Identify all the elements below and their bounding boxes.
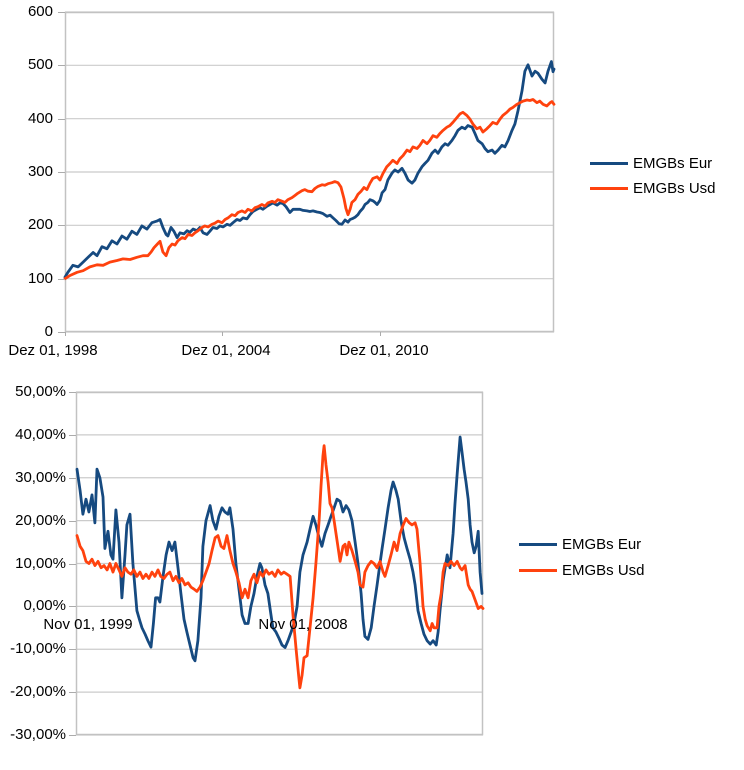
index-chart-legend: EMGBs Eur EMGBs Usd xyxy=(590,151,716,201)
usd-line-swatch-icon xyxy=(590,187,628,190)
y-axis-label: 50,00% xyxy=(15,383,66,400)
usd-series-line xyxy=(75,444,485,690)
y-axis-label: 600 xyxy=(27,3,53,20)
x-axis-label: Dez 01, 1998 xyxy=(8,342,98,359)
y-axis-label: 30,00% xyxy=(15,468,66,486)
rolling-returns-chart-legend: EMGBs Eur EMGBs Usd xyxy=(519,531,645,583)
y-axis-label: 500 xyxy=(27,56,53,74)
eur-series-line xyxy=(63,60,556,279)
y-axis-label: 40,00% xyxy=(15,425,66,443)
y-axis-label: 20,00% xyxy=(15,511,66,529)
legend-item-emgbs-usd: EMGBs Usd xyxy=(590,176,716,201)
y-axis-tick xyxy=(69,649,76,650)
y-axis-tick xyxy=(58,332,65,333)
y-axis-tick xyxy=(58,279,65,280)
y-axis-label: -10,00% xyxy=(10,640,66,658)
y-axis-tick xyxy=(58,12,65,13)
x-axis-label: Dez 01, 2004 xyxy=(181,342,271,359)
y-axis-label: 0,00% xyxy=(23,597,66,615)
y-axis-label: 300 xyxy=(27,163,53,180)
y-axis-label: 200 xyxy=(27,216,53,234)
legend-label-emgbs-eur: EMGBs Eur xyxy=(633,155,713,172)
legend-label-emgbs-usd: EMGBs Usd xyxy=(633,180,716,197)
eur-line-swatch-icon xyxy=(590,162,628,165)
legend-item-emgbs-eur: EMGBs Eur xyxy=(590,151,716,176)
y-axis-label: 400 xyxy=(27,109,53,127)
x-axis-tick xyxy=(65,332,66,336)
usd-series-line xyxy=(63,98,556,281)
y-axis-label: -20,00% xyxy=(10,683,66,701)
y-axis-tick xyxy=(69,478,76,479)
y-axis-label: 0 xyxy=(44,323,53,340)
y-axis-label: 10,00% xyxy=(15,554,66,572)
x-axis-tick xyxy=(222,332,223,336)
y-axis-tick xyxy=(69,564,76,565)
index-plot-area xyxy=(63,11,556,333)
legend-item-emgbs-usd: EMGBs Usd xyxy=(519,557,645,583)
legend-item-emgbs-eur: EMGBs Eur xyxy=(519,531,645,557)
y-axis-label: 100 xyxy=(27,269,53,287)
usd-line-swatch-icon xyxy=(519,568,557,572)
plot-border xyxy=(64,11,555,333)
x-axis-label: Nov 01, 1999 xyxy=(43,616,133,634)
y-axis-tick xyxy=(69,435,76,436)
y-axis-tick xyxy=(58,172,65,173)
y-axis-tick xyxy=(69,521,76,522)
y-axis-tick xyxy=(69,735,76,736)
eur-line-swatch-icon xyxy=(519,542,557,546)
y-axis-label: -30,00% xyxy=(10,726,66,743)
y-axis-tick xyxy=(69,606,76,607)
plot-border xyxy=(75,391,484,736)
legend-label-emgbs-usd: EMGBs Usd xyxy=(562,561,645,579)
x-axis-label: Nov 01, 2008 xyxy=(258,616,348,634)
eur-series-line xyxy=(75,435,484,663)
y-axis-tick xyxy=(58,65,65,66)
legend-label-emgbs-eur: EMGBs Eur xyxy=(562,535,642,553)
y-axis-tick xyxy=(58,225,65,226)
y-axis-tick xyxy=(69,692,76,693)
y-axis-tick xyxy=(58,119,65,120)
y-axis-tick xyxy=(69,392,76,393)
rolling-returns-plot-area xyxy=(75,391,485,736)
x-axis-tick xyxy=(380,332,381,336)
x-axis-label: Dez 01, 2010 xyxy=(339,342,429,359)
